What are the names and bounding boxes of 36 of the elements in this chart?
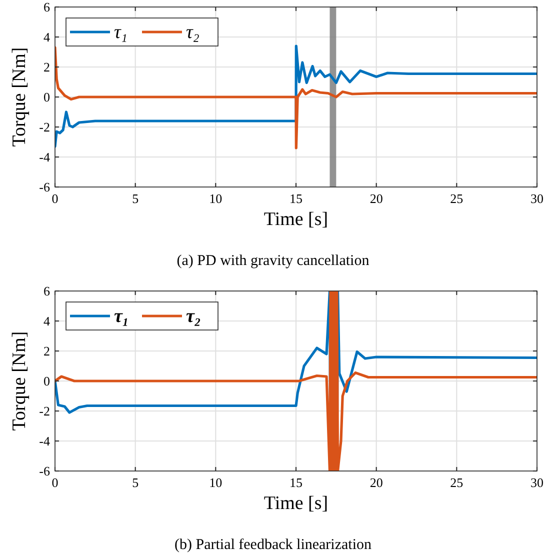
text: (a) PD with gravity cancellation <box>176 253 370 269</box>
y-tick-label: -4 <box>39 434 50 448</box>
x-tick-label: 10 <box>209 191 222 206</box>
y-tick-label: 0 <box>44 90 50 104</box>
x-axis-title: Time [s] <box>264 209 328 230</box>
y-tick-label: 0 <box>44 374 50 388</box>
y-tick-label: -2 <box>39 120 50 134</box>
x-tick-label: 20 <box>370 475 383 490</box>
y-axis-title: Torque [Nm] <box>9 331 30 431</box>
x-tick-label: 20 <box>370 191 383 206</box>
y-tick-label: -6 <box>39 180 50 194</box>
y-tick-label: -2 <box>39 404 50 418</box>
x-tick-label: 25 <box>450 191 464 206</box>
x-tick-label: 5 <box>132 191 139 206</box>
y-axis-title: Torque [Nm] <box>9 47 30 147</box>
x-tick-label: 5 <box>132 475 139 490</box>
y-tick-label: -6 <box>39 464 50 478</box>
x-tick-label: 15 <box>290 475 302 490</box>
legend-label: τ₁ <box>114 306 130 327</box>
y-tick-label: 2 <box>44 60 50 74</box>
y-tick-label: 6 <box>44 284 50 298</box>
x-tick-label: 10 <box>209 475 222 490</box>
legend-label: τ₂ <box>186 306 202 327</box>
legend-label: τ₂ <box>186 22 200 43</box>
x-tick-label: 30 <box>530 191 544 206</box>
x-tick-label: 15 <box>290 191 302 206</box>
y-tick-label: 2 <box>44 344 50 358</box>
x-tick-label: 30 <box>530 475 544 490</box>
y-tick-label: -4 <box>39 150 50 164</box>
y-tick-label: 4 <box>44 314 50 328</box>
legend-label: τ₁ <box>114 22 128 43</box>
x-tick-label: 25 <box>450 475 464 490</box>
x-axis-title: Time [s] <box>264 493 328 514</box>
y-tick-label: 6 <box>44 0 50 14</box>
text: (b) Partial feedback linearization <box>174 537 372 553</box>
y-tick-label: 4 <box>44 30 50 44</box>
